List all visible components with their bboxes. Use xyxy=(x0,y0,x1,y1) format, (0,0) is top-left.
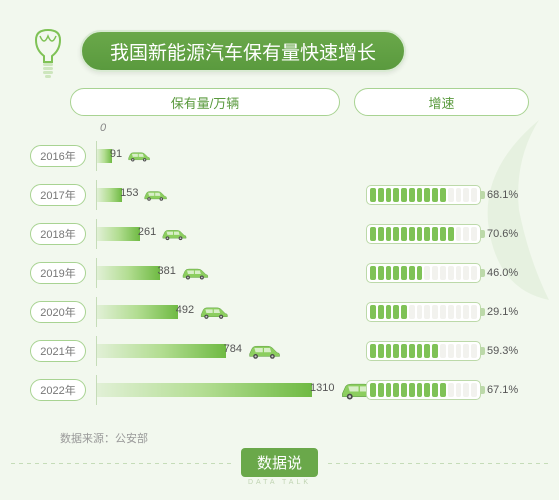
data-row: 2018年 261 70.6% xyxy=(30,214,529,253)
bar-cell: 381 xyxy=(96,258,356,288)
year-label: 2016年 xyxy=(30,145,86,167)
axis-zero: 0 xyxy=(100,122,106,134)
growth-cell: 46.0% xyxy=(366,263,529,283)
bar-cell: 492 xyxy=(96,297,356,327)
battery-gauge xyxy=(366,302,481,322)
bar: 261 xyxy=(97,227,140,241)
car-icon xyxy=(142,187,168,201)
year-label: 2018年 xyxy=(30,223,86,245)
year-label: 2017年 xyxy=(30,184,86,206)
data-source: 数据来源：公安部 xyxy=(60,430,148,446)
growth-label: 59.3% xyxy=(487,345,529,357)
car-icon xyxy=(246,341,282,361)
col-header-value: 保有量/万辆 xyxy=(70,88,340,116)
bulb-icon xyxy=(30,28,66,80)
footer-subtitle: DATA TALK xyxy=(0,479,559,486)
car-icon xyxy=(160,226,188,241)
data-row: 2017年 153 68.1% xyxy=(30,175,529,214)
car-icon xyxy=(126,149,151,163)
bar-value: 492 xyxy=(176,304,194,316)
data-rows: 2016年 91 2017年 153 68.1% 2018年 261 70.6% 2019… xyxy=(30,136,529,409)
chart-title: 我国新能源汽车保有量快速增长 xyxy=(80,30,406,72)
battery-gauge xyxy=(366,341,481,361)
col-header-growth: 增速 xyxy=(354,88,529,116)
bar-cell: 153 xyxy=(96,180,356,210)
bar-cell: 1310 xyxy=(96,375,356,405)
bar: 492 xyxy=(97,305,178,319)
growth-label: 46.0% xyxy=(487,267,529,279)
bar-value: 261 xyxy=(138,226,156,238)
bar-value: 1310 xyxy=(310,382,334,394)
bar-cell: 91 xyxy=(96,141,356,171)
bar: 91 xyxy=(97,149,112,163)
car-icon xyxy=(198,303,230,320)
car-icon xyxy=(180,264,210,280)
bar-cell: 261 xyxy=(96,219,356,249)
battery-gauge xyxy=(366,380,481,400)
growth-label: 70.6% xyxy=(487,228,529,240)
battery-gauge xyxy=(366,263,481,283)
growth-label: 29.1% xyxy=(487,306,529,318)
growth-label: 68.1% xyxy=(487,189,529,201)
data-row: 2019年 381 46.0% xyxy=(30,253,529,292)
year-label: 2019年 xyxy=(30,262,86,284)
battery-gauge xyxy=(366,224,481,244)
footer-brand: 数据说 xyxy=(241,448,318,477)
footer: 数据说 DATA TALK xyxy=(0,448,559,486)
growth-cell: 59.3% xyxy=(366,341,529,361)
growth-cell: 68.1% xyxy=(366,185,529,205)
data-row: 2022年 1310 67.1% xyxy=(30,370,529,409)
data-row: 2021年 784 59.3% xyxy=(30,331,529,370)
growth-label: 67.1% xyxy=(487,384,529,396)
battery-gauge xyxy=(366,185,481,205)
bar: 381 xyxy=(97,266,160,280)
bar-value: 381 xyxy=(158,265,176,277)
bar-value: 91 xyxy=(110,148,122,160)
growth-cell: 67.1% xyxy=(366,380,529,400)
growth-cell: 29.1% xyxy=(366,302,529,322)
data-row: 2020年 492 29.1% xyxy=(30,292,529,331)
year-label: 2022年 xyxy=(30,379,86,401)
bar: 784 xyxy=(97,344,226,358)
bar: 1310 xyxy=(97,383,312,397)
data-row: 2016年 91 xyxy=(30,136,529,175)
column-headers: 保有量/万辆 增速 xyxy=(70,88,529,116)
year-label: 2021年 xyxy=(30,340,86,362)
bar-value: 784 xyxy=(224,343,242,355)
year-label: 2020年 xyxy=(30,301,86,323)
growth-cell: 70.6% xyxy=(366,224,529,244)
bar-cell: 784 xyxy=(96,336,356,366)
bar: 153 xyxy=(97,188,122,202)
bar-value: 153 xyxy=(120,187,138,199)
